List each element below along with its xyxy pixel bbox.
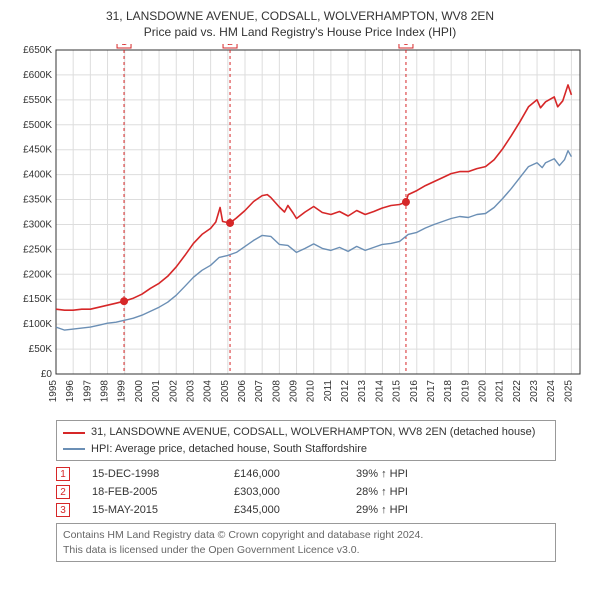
svg-text:2006: 2006 (237, 380, 248, 403)
legend-row: 31, LANSDOWNE AVENUE, CODSALL, WOLVERHAM… (63, 424, 549, 441)
svg-text:1996: 1996 (65, 380, 76, 403)
svg-text:£550K: £550K (23, 95, 52, 106)
svg-text:£0: £0 (41, 369, 53, 380)
svg-text:2016: 2016 (409, 380, 420, 403)
svg-text:1999: 1999 (117, 380, 128, 403)
svg-text:2: 2 (227, 44, 233, 48)
svg-text:2024: 2024 (546, 380, 557, 403)
sale-diff: 29% ↑ HPI (356, 504, 556, 516)
svg-text:2021: 2021 (495, 380, 506, 403)
svg-text:2015: 2015 (392, 380, 403, 403)
sale-badge: 3 (56, 503, 70, 517)
sales-table: 1 15-DEC-1998 £146,000 39% ↑ HPI 2 18-FE… (56, 465, 556, 519)
svg-text:2003: 2003 (185, 380, 196, 403)
svg-text:3: 3 (403, 44, 409, 48)
legend-label: 31, LANSDOWNE AVENUE, CODSALL, WOLVERHAM… (91, 424, 535, 441)
svg-text:2009: 2009 (289, 380, 300, 403)
svg-text:£350K: £350K (23, 195, 52, 206)
svg-text:£150K: £150K (23, 295, 52, 306)
svg-text:2007: 2007 (254, 380, 265, 403)
sale-price: £303,000 (234, 486, 334, 498)
svg-text:2019: 2019 (460, 380, 471, 403)
svg-text:£100K: £100K (23, 320, 52, 331)
svg-text:2020: 2020 (478, 380, 489, 403)
sale-badge: 1 (56, 467, 70, 481)
title-line-2: Price paid vs. HM Land Registry's House … (10, 24, 590, 40)
svg-text:1998: 1998 (100, 380, 111, 403)
sale-date: 18-FEB-2005 (92, 486, 212, 498)
svg-text:£400K: £400K (23, 170, 52, 181)
svg-text:2002: 2002 (168, 380, 179, 403)
sale-price: £146,000 (234, 468, 334, 480)
svg-text:£500K: £500K (23, 120, 52, 131)
svg-text:2017: 2017 (426, 380, 437, 403)
footer-line-2: This data is licensed under the Open Gov… (63, 543, 549, 557)
svg-text:2013: 2013 (357, 380, 368, 403)
svg-text:£250K: £250K (23, 245, 52, 256)
svg-text:2011: 2011 (323, 380, 334, 402)
attribution-box: Contains HM Land Registry data © Crown c… (56, 523, 556, 561)
svg-text:2025: 2025 (563, 380, 574, 403)
footer-line-1: Contains HM Land Registry data © Crown c… (63, 528, 549, 542)
table-row: 2 18-FEB-2005 £303,000 28% ↑ HPI (56, 483, 556, 501)
chart-area: £0 £50K £100K £150K £200K £250K £300K £350K £400… (10, 44, 590, 414)
svg-text:2023: 2023 (529, 380, 540, 403)
svg-text:1: 1 (121, 44, 127, 48)
line-chart-svg: £0 £50K £100K £150K £200K £250K £300K £350K £400… (10, 44, 590, 414)
sale-badge: 2 (56, 485, 70, 499)
sale-price: £345,000 (234, 504, 334, 516)
table-row: 3 15-MAY-2015 £345,000 29% ↑ HPI (56, 501, 556, 519)
sale-diff: 28% ↑ HPI (356, 486, 556, 498)
svg-text:£600K: £600K (23, 70, 52, 81)
svg-text:2005: 2005 (220, 380, 231, 403)
legend-swatch (63, 432, 85, 434)
sale-date: 15-DEC-1998 (92, 468, 212, 480)
svg-text:2018: 2018 (443, 380, 454, 403)
sale-diff: 39% ↑ HPI (356, 468, 556, 480)
svg-text:1997: 1997 (82, 380, 93, 403)
svg-text:2022: 2022 (512, 380, 523, 403)
svg-text:2001: 2001 (151, 380, 162, 403)
svg-text:2000: 2000 (134, 380, 145, 403)
svg-text:2010: 2010 (306, 380, 317, 403)
legend-label: HPI: Average price, detached house, Sout… (91, 441, 367, 458)
svg-text:2004: 2004 (203, 380, 214, 403)
chart-title: 31, LANSDOWNE AVENUE, CODSALL, WOLVERHAM… (10, 8, 590, 40)
svg-text:£450K: £450K (23, 145, 52, 156)
table-row: 1 15-DEC-1998 £146,000 39% ↑ HPI (56, 465, 556, 483)
svg-text:£650K: £650K (23, 45, 52, 56)
legend-row: HPI: Average price, detached house, Sout… (63, 441, 549, 458)
svg-text:2008: 2008 (271, 380, 282, 403)
svg-text:2012: 2012 (340, 380, 351, 403)
sale-date: 15-MAY-2015 (92, 504, 212, 516)
svg-text:£300K: £300K (23, 220, 52, 231)
legend-swatch (63, 448, 85, 450)
svg-text:£200K: £200K (23, 270, 52, 281)
svg-text:1995: 1995 (48, 380, 59, 403)
svg-text:£50K: £50K (29, 344, 53, 355)
legend-box: 31, LANSDOWNE AVENUE, CODSALL, WOLVERHAM… (56, 420, 556, 461)
svg-text:2014: 2014 (374, 380, 385, 403)
title-line-1: 31, LANSDOWNE AVENUE, CODSALL, WOLVERHAM… (10, 8, 590, 24)
